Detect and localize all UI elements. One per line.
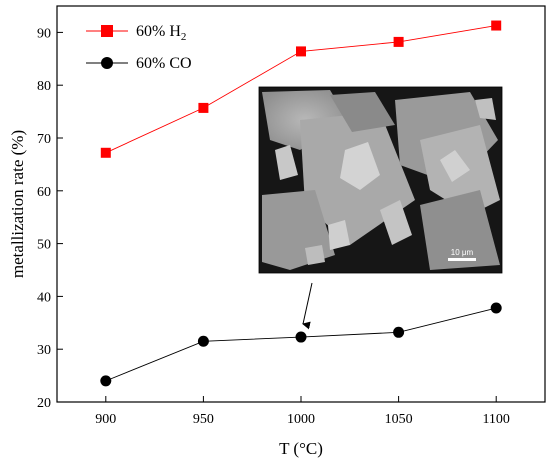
inset-micrograph: 10 μm xyxy=(258,86,503,274)
scale-bar-label: 10 μm xyxy=(451,248,474,257)
y-tick-label: 70 xyxy=(37,132,51,147)
y-tick-label: 80 xyxy=(37,79,51,94)
scale-bar xyxy=(448,258,476,261)
inset-pointer-arrow xyxy=(302,282,313,330)
data-point xyxy=(197,335,209,347)
legend-item-h2: 60% H2 xyxy=(86,23,186,43)
x-tick-label: 1100 xyxy=(482,412,509,427)
y-tick-label: 60 xyxy=(37,185,51,200)
series-layer xyxy=(100,20,502,387)
data-point xyxy=(295,331,307,343)
y-axis-title: metallization rate (%) xyxy=(8,130,27,278)
y-tick-label: 30 xyxy=(37,343,51,358)
x-axis-ticks: 900 950 1000 1050 1100 xyxy=(95,396,510,427)
data-point xyxy=(198,102,209,113)
y-tick-label: 40 xyxy=(37,290,51,305)
series-line xyxy=(105,307,497,382)
x-axis-title: T (°C) xyxy=(279,439,323,458)
data-point xyxy=(491,20,502,31)
x-tick-label: 1000 xyxy=(287,412,315,427)
data-point xyxy=(296,46,306,57)
x-tick-label: 1050 xyxy=(385,412,413,427)
y-tick-label: 90 xyxy=(37,26,51,41)
x-tick-label: 900 xyxy=(95,412,116,427)
data-point xyxy=(490,302,502,314)
series-co xyxy=(100,302,502,387)
data-point xyxy=(393,326,405,338)
legend-item-co: 60% CO xyxy=(86,55,192,72)
data-point xyxy=(100,375,112,387)
x-tick-label: 950 xyxy=(193,412,214,427)
y-tick-label: 20 xyxy=(37,396,51,411)
legend-label-co: 60% CO xyxy=(136,55,192,72)
y-axis-ticks: 20 30 40 50 60 70 80 90 xyxy=(37,26,63,411)
series-h2 xyxy=(100,20,502,158)
data-point xyxy=(100,147,111,158)
data-point xyxy=(393,36,404,47)
legend: 60% H2 60% CO xyxy=(86,23,192,72)
legend-label-h2: 60% H2 xyxy=(136,23,186,43)
y-tick-label: 50 xyxy=(37,238,51,253)
